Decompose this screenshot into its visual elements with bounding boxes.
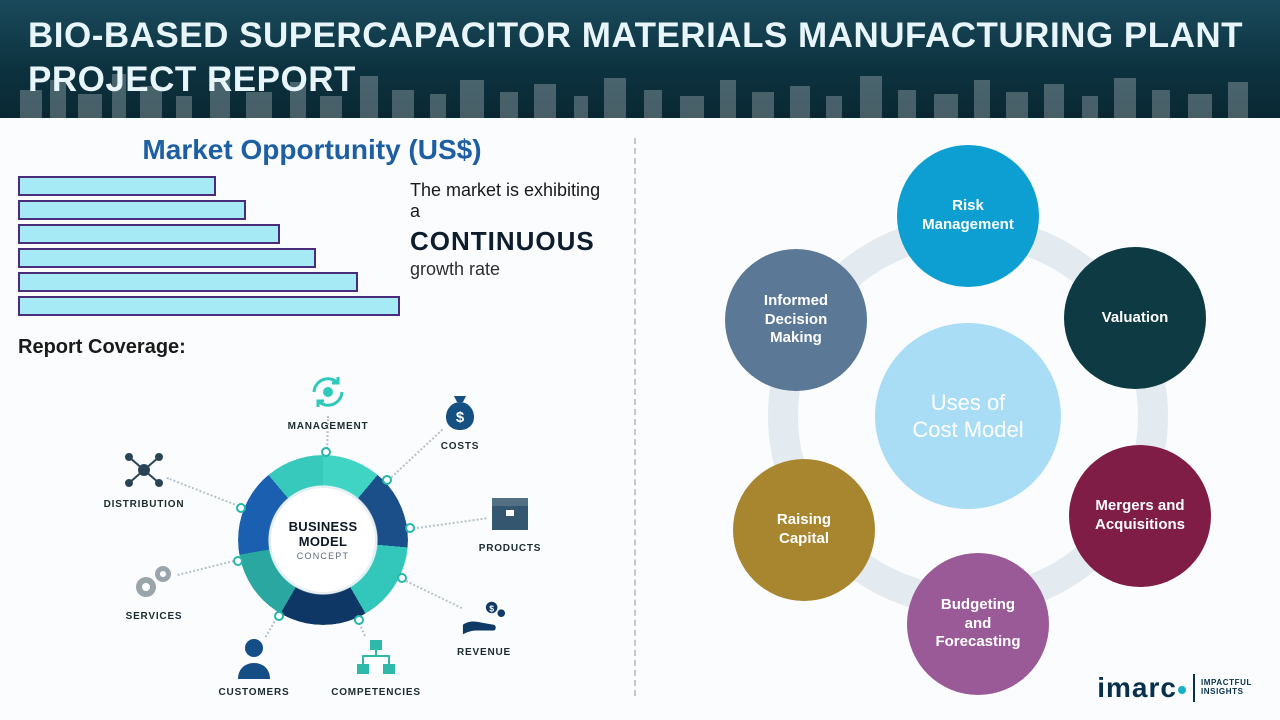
panel-divider — [630, 118, 640, 720]
logo-dot-icon — [1178, 686, 1186, 694]
bm-node-label: DISTRIBUTION — [84, 499, 204, 510]
cost-model-node: RaisingCapital — [733, 459, 875, 601]
cycle-bulb-icon — [305, 369, 351, 415]
cost-model-node: BudgetingandForecasting — [907, 553, 1049, 695]
bm-node-label: COSTS — [400, 441, 520, 452]
cost-model-node: InformedDecisionMaking — [725, 249, 867, 391]
bm-node: $ COSTS — [400, 389, 520, 452]
org-chart-icon — [353, 635, 399, 681]
bm-node-label: PRODUCTS — [450, 543, 570, 554]
box-icon — [487, 491, 533, 537]
bm-center-l1: BUSINESS — [289, 519, 358, 534]
business-model-inner: BUSINESS MODEL CONCEPT — [269, 486, 377, 594]
page-title: BIO-BASED SUPERCAPACITOR MATERIALS MANUF… — [28, 14, 1252, 102]
bm-node: MANAGEMENT — [268, 369, 388, 432]
bm-node: COMPETENCIES — [316, 635, 436, 698]
logo-tagline: IMPACTFULINSIGHTS — [1201, 679, 1252, 697]
market-bar — [18, 272, 358, 292]
bm-node-label: SERVICES — [94, 611, 214, 622]
bm-node-label: CUSTOMERS — [194, 687, 314, 698]
market-bar — [18, 224, 280, 244]
right-panel: Uses ofCost Model RiskManagementValuatio… — [640, 118, 1280, 720]
growth-keyword: CONTINUOUS — [410, 226, 606, 257]
market-bar — [18, 200, 246, 220]
svg-text:$: $ — [489, 603, 494, 613]
left-panel: Market Opportunity (US$) The market is e… — [0, 118, 630, 720]
cost-model-diagram: Uses ofCost Model RiskManagementValuatio… — [688, 136, 1248, 696]
bm-center-l2: MODEL — [299, 534, 347, 549]
market-bar — [18, 248, 316, 268]
bm-node: $ REVENUE — [424, 595, 544, 658]
market-bar-chart — [18, 176, 398, 320]
network-icon — [121, 447, 167, 493]
growth-line1: The market is exhibiting a — [410, 180, 606, 222]
money-bag-icon: $ — [437, 389, 483, 435]
bm-node: PRODUCTS — [450, 491, 570, 554]
cost-model-node: Mergers andAcquisitions — [1069, 445, 1211, 587]
market-bar — [18, 296, 400, 316]
logo-divider — [1193, 674, 1195, 702]
bm-node: CUSTOMERS — [194, 635, 314, 698]
gears-icon — [131, 559, 177, 605]
market-bars-wrap: The market is exhibiting a CONTINUOUS gr… — [18, 176, 606, 320]
market-bar — [18, 176, 216, 196]
person-icon — [231, 635, 277, 681]
report-coverage-label: Report Coverage: — [18, 336, 606, 359]
cost-model-node: Valuation — [1064, 247, 1206, 389]
cost-model-node: RiskManagement — [897, 145, 1039, 287]
svg-text:$: $ — [456, 409, 465, 426]
bm-center-sub: CONCEPT — [297, 551, 349, 561]
content-area: Market Opportunity (US$) The market is e… — [0, 118, 1280, 720]
bm-spoke-dot — [274, 611, 284, 621]
growth-text: The market is exhibiting a CONTINUOUS gr… — [410, 180, 606, 280]
bm-node-label: REVENUE — [424, 647, 544, 658]
business-model-diagram: BUSINESS MODEL CONCEPT MANAGEMENT $ COSTS P… — [18, 363, 618, 683]
hand-coins-icon: $ — [461, 595, 507, 641]
bm-node: SERVICES — [94, 559, 214, 622]
bm-node: DISTRIBUTION — [84, 447, 204, 510]
bm-node-label: COMPETENCIES — [316, 687, 436, 698]
cost-model-center: Uses ofCost Model — [875, 323, 1061, 509]
bm-spoke-dot — [321, 447, 331, 457]
bm-spoke-dot — [405, 523, 415, 533]
market-title: Market Opportunity (US$) — [18, 134, 606, 166]
growth-line3: growth rate — [410, 259, 606, 280]
logo-wordmark: imarc — [1097, 672, 1187, 704]
header-banner: BIO-BASED SUPERCAPACITOR MATERIALS MANUF… — [0, 0, 1280, 118]
bm-node-label: MANAGEMENT — [268, 421, 388, 432]
bm-spoke-dot — [233, 556, 243, 566]
bm-spoke-dot — [236, 503, 246, 513]
brand-logo: imarc IMPACTFULINSIGHTS — [1097, 672, 1252, 704]
